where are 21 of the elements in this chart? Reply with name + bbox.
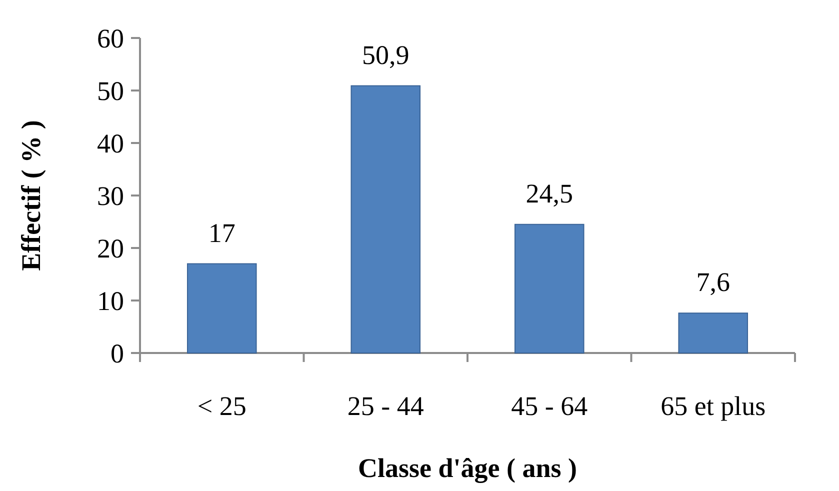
x-axis-title: Classe d'âge ( ans ) [358, 453, 578, 483]
bar [186, 263, 257, 354]
data-label: 7,6 [696, 267, 730, 298]
x-tick-label: 65 et plus [660, 391, 766, 421]
x-tick-label: 25 - 44 [347, 391, 424, 421]
data-label: 17 [208, 218, 236, 248]
x-tick-label: 45 - 64 [511, 391, 588, 421]
data-label: 24,5 [526, 178, 573, 208]
y-tick-label: 10 [97, 286, 124, 316]
bar [350, 85, 421, 354]
y-tick-label: 30 [97, 180, 124, 211]
data-label: 50,9 [362, 40, 410, 70]
y-tick-label: 60 [97, 23, 124, 54]
y-tick-label: 20 [97, 233, 124, 264]
bar [514, 224, 584, 354]
bar [678, 312, 748, 354]
x-tick-label: < 25 [197, 391, 246, 421]
y-axis-title: Effectif ( % ) [16, 120, 46, 271]
y-tick-label: 40 [97, 128, 124, 158]
y-tick-label: 0 [110, 338, 124, 368]
y-tick-label: 50 [97, 76, 124, 106]
